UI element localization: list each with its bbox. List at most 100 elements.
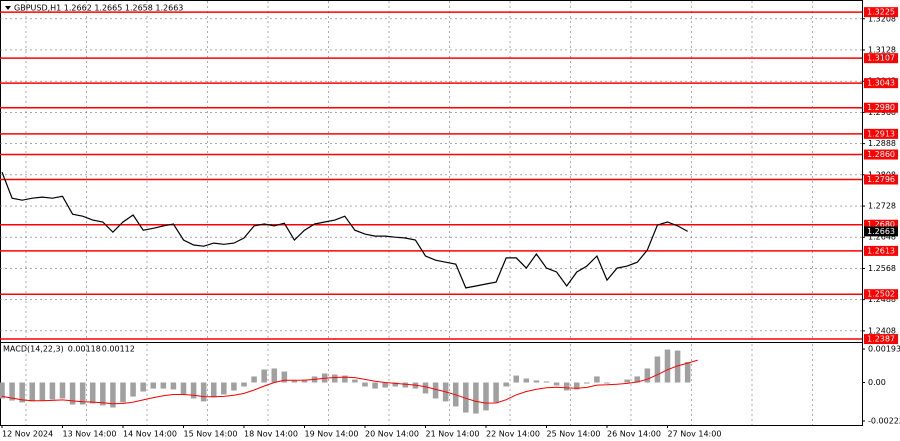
level-label: 1.3043: [867, 79, 895, 88]
macd-bar: [634, 376, 641, 383]
macd-bar: [190, 382, 197, 399]
macd-bar: [674, 350, 681, 383]
y-tick-label: 1.3208: [868, 14, 896, 23]
macd-bar: [19, 382, 25, 403]
signal-value: 0.00112: [102, 345, 135, 354]
macd-bar: [49, 382, 56, 400]
macd-bar: [89, 382, 96, 404]
level-label: 1.2502: [867, 290, 895, 299]
level-box: [864, 334, 898, 345]
level-box: [864, 289, 898, 300]
macd-bar: [382, 382, 388, 388]
macd-bar: [594, 376, 600, 383]
macd-bar: [432, 382, 439, 399]
macd-bar: [0, 382, 5, 399]
level-box: [864, 53, 898, 64]
level-label: 1.2913: [867, 129, 895, 138]
x-tick-label: 22 Nov 14:00: [486, 430, 540, 439]
y-tick-label: 1.2888: [868, 139, 896, 148]
level-label: 1.2680: [867, 220, 895, 229]
y-tick-label: 1.3128: [868, 45, 896, 54]
macd-bar: [644, 368, 651, 383]
macd-bar: [604, 382, 610, 384]
level-label: 1.2860: [867, 150, 895, 159]
x-tick-label: 14 Nov 14:00: [123, 430, 177, 439]
level-label: 1.3107: [867, 54, 895, 63]
macd-bar: [573, 382, 580, 390]
macd-bar: [372, 382, 378, 389]
macd-bar: [533, 380, 540, 383]
macd-bar: [291, 380, 298, 383]
macd-bar: [331, 374, 338, 383]
macd-bar: [160, 382, 167, 389]
level-box: [864, 78, 898, 89]
level-box: [864, 102, 898, 113]
y-tick-label: 0.00193: [868, 345, 900, 354]
macd-bar: [29, 382, 36, 402]
macd-bar: [120, 382, 126, 403]
macd-bar: [9, 382, 15, 401]
macd-bar: [342, 375, 348, 383]
level-box: [864, 219, 898, 230]
macd-bar: [79, 382, 86, 405]
level-box: [864, 149, 898, 160]
macd-bar: [281, 371, 288, 383]
macd-bar: [483, 382, 489, 411]
macd-bar: [563, 382, 570, 391]
y-tick-label: 1.2488: [868, 295, 896, 304]
macd-bar: [402, 382, 409, 388]
macd-bar: [150, 382, 157, 389]
macd-bar: [422, 382, 429, 394]
macd-bar: [473, 382, 479, 414]
level-label: 1.2387: [867, 335, 895, 344]
current-price-label: 1.2663: [867, 227, 895, 236]
macd-bar: [664, 349, 671, 383]
macd-bar: [210, 382, 217, 398]
macd-bar: [100, 382, 106, 406]
y-tick-label: -0.00222: [868, 417, 900, 426]
macd-bar: [180, 382, 187, 395]
macd-bar: [251, 376, 257, 383]
level-label: 1.2796: [867, 175, 895, 184]
macd-bar: [59, 382, 66, 399]
macd-bar: [362, 382, 368, 387]
current-price-box: [864, 226, 898, 237]
macd-bar: [684, 362, 691, 383]
macd-bar: [69, 382, 76, 405]
price-line: [1, 171, 688, 289]
level-box: [864, 245, 898, 256]
menu-arrow: [5, 6, 11, 10]
x-tick-label: 19 Nov 14:00: [305, 430, 359, 439]
level-box: [864, 128, 898, 139]
macd-value: 0.00118: [68, 345, 101, 354]
macd-bar: [352, 379, 358, 383]
x-tick-label: 13 Nov 14:00: [63, 430, 117, 439]
macd-bar: [140, 382, 146, 392]
macd-title: MACD(14,22,3): [3, 345, 64, 354]
y-tick-label: 1.2408: [868, 326, 896, 335]
macd-bar: [130, 382, 136, 397]
macd-bar: [170, 382, 177, 390]
macd-bar: [523, 378, 530, 383]
x-tick-label: 27 Nov 14:00: [668, 430, 722, 439]
x-tick-label: 20 Nov 14:00: [365, 430, 419, 439]
y-tick-label: 1.2568: [868, 264, 896, 273]
chart-title: GBPUSD,H1 1.2662 1.2665 1.2658 1.2663: [14, 4, 183, 13]
level-label: 1.2613: [867, 246, 895, 255]
x-tick-label: 25 Nov 14:00: [547, 430, 601, 439]
macd-bar: [261, 369, 267, 383]
macd-bar: [392, 382, 399, 387]
level-label: 1.3225: [867, 8, 895, 17]
x-tick-label: 15 Nov 14:00: [184, 430, 238, 439]
signal-line: [1, 359, 698, 405]
macd-bar: [553, 382, 560, 386]
macd-bar: [271, 368, 278, 383]
macd-bar: [301, 379, 308, 383]
macd-bar: [241, 382, 247, 387]
x-tick-label: 12 Nov 2024: [2, 430, 53, 439]
macd-bar: [231, 382, 237, 391]
macd-bar: [463, 382, 469, 413]
level-box: [864, 7, 898, 18]
macd-bar: [584, 382, 590, 384]
level-label: 1.2980: [867, 103, 895, 112]
